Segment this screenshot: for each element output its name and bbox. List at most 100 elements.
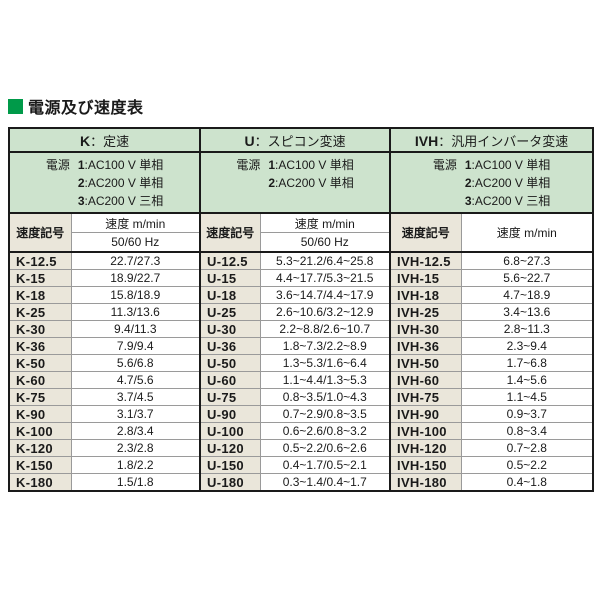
speed-code-cell: IVH-60 [389,371,462,389]
speed-value-cell: 7.9/9.4 [70,337,201,355]
page-title: 電源及び速度表 [8,94,592,118]
speed-code-cell: K-18 [8,286,72,304]
speed-code-cell: U-90 [199,405,261,423]
col-header-speed-u: 速度 m/min [259,212,391,233]
speed-value-cell: 2.8/3.4 [70,422,201,440]
speed-code-cell: K-25 [8,303,72,321]
speed-value-cell: 0.9~3.7 [460,405,594,423]
speed-code-cell: IVH-30 [389,320,462,338]
speed-code-cell: U-25 [199,303,261,321]
col-header-speed-k: 速度 m/min [70,212,201,233]
speed-value-cell: 0.8~3.4 [460,422,594,440]
speed-value-cell: 15.8/18.9 [70,286,201,304]
section-header-row: K：定速 U：スピコン変速 IVH：汎用インバータ変速 [8,127,594,153]
speed-code-cell: U-100 [199,422,261,440]
speed-value-cell: 0.4~1.7/0.5~2.1 [259,456,391,474]
table-row: K-120 2.3/2.8 U-120 0.5~2.2/0.6~2.6 IVH-… [8,439,594,457]
speed-value-cell: 11.3/13.6 [70,303,201,321]
title-bullet-icon [8,98,23,114]
power-cell-u: 電源 1:AC100 V 単相 2:AC200 V 単相 [199,151,391,214]
speed-value-cell: 2.8~11.3 [460,320,594,338]
table-row: K-90 3.1/3.7 U-90 0.7~2.9/0.8~3.5 IVH-90… [8,405,594,423]
speed-code-cell: IVH-12.5 [389,251,462,270]
col-header-speed-code-ivh: 速度記号 [389,212,462,253]
table-row: K-150 1.8/2.2 U-150 0.4~1.7/0.5~2.1 IVH-… [8,456,594,474]
speed-code-cell: U-150 [199,456,261,474]
speed-code-cell: K-50 [8,354,72,372]
speed-value-cell: 0.8~3.5/1.0~4.3 [259,388,391,406]
speed-code-cell: U-120 [199,439,261,457]
col-header-speed-code-k: 速度記号 [8,212,72,253]
title-text: 電源及び速度表 [28,100,144,117]
speed-value-cell: 4.7~18.9 [460,286,594,304]
speed-value-cell: 1.3~5.3/1.6~6.4 [259,354,391,372]
speed-code-cell: K-120 [8,439,72,457]
column-header-row-top: 速度記号 速度 m/min 速度記号 速度 m/min 速度記号 速度 m/mi… [8,212,594,253]
speed-value-cell: 4.4~17.7/5.3~21.5 [259,269,391,287]
speed-code-cell: K-36 [8,337,72,355]
table-row: K-25 11.3/13.6 U-25 2.6~10.6/3.2~12.9 IV… [8,303,594,321]
speed-value-cell: 1.8/2.2 [70,456,201,474]
section-header-ivh: IVH：汎用インバータ変速 [389,127,594,153]
speed-value-cell: 22.7/27.3 [70,251,201,270]
section-header-k: K：定速 [8,127,201,153]
speed-code-cell: U-36 [199,337,261,355]
speed-code-cell: IVH-180 [389,473,462,492]
power-label: 電源 [45,158,70,172]
speed-value-cell: 0.7~2.9/0.8~3.5 [259,405,391,423]
speed-code-cell: U-180 [199,473,261,492]
speed-code-cell: U-18 [199,286,261,304]
speed-value-cell: 2.3/2.8 [70,439,201,457]
section-code-u: U [244,132,255,149]
speed-value-cell: 1.1~4.5 [460,388,594,406]
table-row: K-36 7.9/9.4 U-36 1.8~7.3/2.2~8.9 IVH-36… [8,337,594,355]
speed-code-cell: U-12.5 [199,251,261,270]
speed-value-cell: 9.4/11.3 [70,320,201,338]
speed-value-cell: 0.4~1.8 [460,473,594,492]
speed-code-cell: IVH-150 [389,456,462,474]
speed-code-cell: K-30 [8,320,72,338]
speed-code-cell: IVH-75 [389,388,462,406]
speed-code-cell: IVH-15 [389,269,462,287]
speed-value-cell: 0.6~2.6/0.8~3.2 [259,422,391,440]
speed-code-cell: K-100 [8,422,72,440]
speed-code-cell: U-15 [199,269,261,287]
speed-code-cell: U-30 [199,320,261,338]
speed-code-cell: IVH-50 [389,354,462,372]
speed-value-cell: 4.7/5.6 [70,371,201,389]
speed-value-cell: 0.7~2.8 [460,439,594,457]
col-header-speed-ivh: 速度 m/min [460,212,594,253]
section-name-k: ：定速 [90,133,130,149]
speed-value-cell: 0.3~1.4/0.4~1.7 [259,473,391,492]
speed-code-cell: U-50 [199,354,261,372]
power-label: 電源 [236,158,261,172]
speed-value-cell: 5.6~22.7 [460,269,594,287]
speed-code-cell: IVH-120 [389,439,462,457]
speed-code-cell: IVH-100 [389,422,462,440]
speed-value-cell: 5.6/6.8 [70,354,201,372]
table-row: K-12.5 22.7/27.3 U-12.5 5.3~21.2/6.4~25.… [8,251,594,270]
speed-value-cell: 1.1~4.4/1.3~5.3 [259,371,391,389]
section-code-k: K [79,132,91,149]
speed-value-cell: 0.5~2.2/0.6~2.6 [259,439,391,457]
column-header-row-hz: 50/60 Hz 50/60 Hz [9,232,593,253]
speed-code-cell: IVH-25 [389,303,462,321]
speed-value-cell: 3.4~13.6 [460,303,594,321]
speed-value-cell: 18.9/22.7 [70,269,201,287]
table-row: K-50 5.6/6.8 U-50 1.3~5.3/1.6~6.4 IVH-50… [8,354,594,372]
section-header-u: U：スピコン変速 [199,127,391,153]
speed-code-cell: K-75 [8,388,72,406]
table-row: K-18 15.8/18.9 U-18 3.6~14.7/4.4~17.9 IV… [8,286,594,304]
speed-code-cell: K-90 [8,405,72,423]
table-row: K-30 9.4/11.3 U-30 2.2~8.8/2.6~10.7 IVH-… [8,320,594,338]
speed-value-cell: 2.6~10.6/3.2~12.9 [259,303,391,321]
table-row: K-75 3.7/4.5 U-75 0.8~3.5/1.0~4.3 IVH-75… [8,388,594,406]
table-row: K-15 18.9/22.7 U-15 4.4~17.7/5.3~21.5 IV… [8,269,594,287]
power-speed-table: K：定速 U：スピコン変速 IVH：汎用インバータ変速 電源 1:AC100 V … [8,127,595,492]
speed-value-cell: 1.7~6.8 [460,354,594,372]
section-code-ivh: IVH [414,132,439,149]
power-supply-row: 電源 1:AC100 V 単相 2:AC200 V 単相 3:AC200 V 三相… [8,151,594,214]
table-row: K-100 2.8/3.4 U-100 0.6~2.6/0.8~3.2 IVH-… [8,422,594,440]
speed-code-cell: IVH-90 [389,405,462,423]
speed-value-cell: 3.6~14.7/4.4~17.9 [259,286,391,304]
